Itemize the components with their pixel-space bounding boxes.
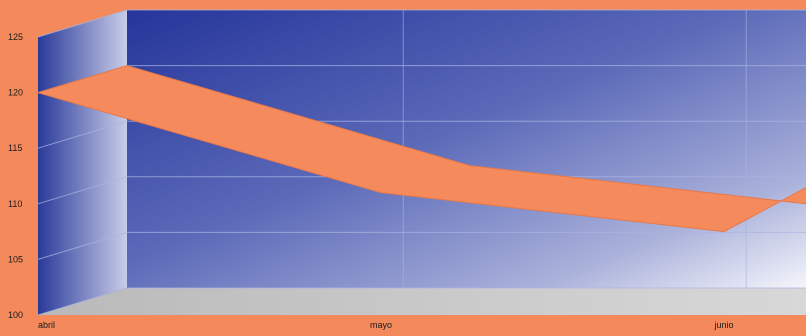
x-tick-label: junio [713,320,733,330]
y-tick-label: 100 [8,310,23,320]
chart-back-wall [127,10,806,288]
chart-side-wall [38,10,127,315]
y-tick-label: 120 [8,88,23,98]
chart-floor [38,288,806,315]
x-tick-label: abril [38,320,55,330]
y-tick-label: 105 [8,254,23,264]
y-tick-label: 110 [8,199,22,209]
x-tick-label: mayo [370,320,392,330]
y-tick-label: 115 [8,143,22,153]
y-tick-label: 125 [8,32,23,42]
